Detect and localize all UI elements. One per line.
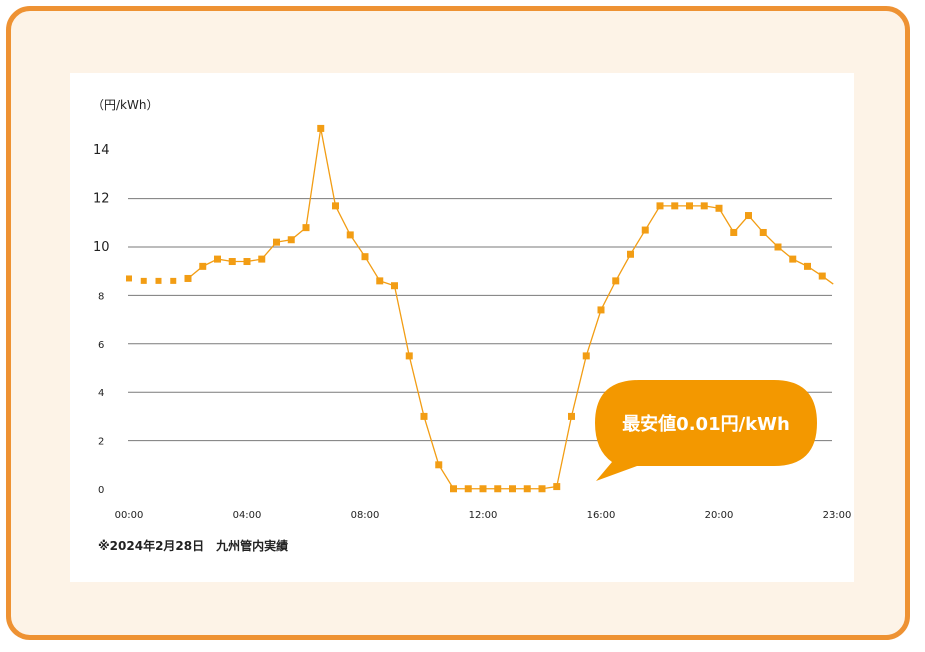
y-tick-14: 14 <box>93 143 110 158</box>
data-point <box>464 485 472 493</box>
data-point <box>597 306 605 314</box>
data-point <box>420 412 428 420</box>
data-point <box>715 204 723 212</box>
data-point <box>759 228 767 236</box>
data-source-note: ※2024年2月28日 九州管内実績 <box>98 539 289 553</box>
data-point <box>243 258 251 266</box>
lowest-price-annotation: 最安値0.01円/kWh <box>622 414 790 435</box>
data-point <box>361 253 369 261</box>
y-tick-10: 10 <box>93 240 110 255</box>
data-point <box>671 202 679 210</box>
data-point <box>553 483 561 491</box>
data-point <box>745 212 752 220</box>
data-point <box>656 202 664 210</box>
data-point <box>214 255 221 263</box>
data-point <box>582 352 590 360</box>
data-point <box>184 274 192 282</box>
gridlines <box>128 198 832 442</box>
y-tick-0: 0 <box>98 485 104 496</box>
data-point <box>450 485 457 493</box>
data-point <box>346 231 354 239</box>
data-point <box>818 272 826 280</box>
callout-bubble <box>595 380 817 481</box>
data-point <box>686 202 693 210</box>
data-point <box>199 262 207 270</box>
data-point <box>287 236 295 244</box>
data-point <box>302 224 310 232</box>
data-point <box>126 275 132 282</box>
data-point <box>140 277 147 284</box>
data-point <box>627 250 634 258</box>
data-point <box>494 485 502 493</box>
data-point <box>700 202 708 210</box>
y-tick-12: 12 <box>93 192 110 207</box>
data-point <box>612 277 620 285</box>
data-point <box>568 412 575 420</box>
data-point <box>479 485 487 493</box>
x-tick-1200: 12:00 <box>469 510 498 521</box>
data-point <box>435 461 443 469</box>
x-tick-2300: 23:00 <box>823 510 852 521</box>
y-axis-unit-label: （円/kWh） <box>92 98 159 112</box>
x-tick-1600: 16:00 <box>587 510 616 521</box>
data-point <box>332 202 339 210</box>
x-tick-labels: 00:00 04:00 08:00 12:00 16:00 20:00 23:00 <box>115 510 852 521</box>
data-point <box>228 258 236 266</box>
data-point <box>789 255 797 263</box>
data-point <box>258 255 266 263</box>
y-tick-4: 4 <box>98 388 104 399</box>
x-tick-0400: 04:00 <box>233 510 262 521</box>
x-tick-0000: 00:00 <box>115 510 144 521</box>
data-point <box>730 228 738 236</box>
y-tick-8: 8 <box>98 291 104 302</box>
data-point <box>391 282 398 290</box>
chart-panel <box>70 73 854 582</box>
data-point <box>405 352 413 360</box>
data-point <box>774 243 782 251</box>
data-point <box>317 124 325 132</box>
data-point <box>509 485 516 493</box>
data-points <box>126 124 826 493</box>
y-tick-labels: 0 2 4 6 8 10 12 14 <box>93 143 110 496</box>
data-point <box>155 277 162 284</box>
data-point <box>523 485 531 493</box>
x-tick-0800: 08:00 <box>351 510 380 521</box>
data-point <box>170 277 177 284</box>
data-point <box>273 238 280 246</box>
data-point <box>804 262 811 270</box>
data-point <box>376 277 384 285</box>
y-tick-6: 6 <box>98 340 104 351</box>
y-tick-2: 2 <box>98 437 104 448</box>
data-point <box>538 485 546 493</box>
data-point <box>641 226 649 234</box>
x-tick-2000: 20:00 <box>705 510 734 521</box>
